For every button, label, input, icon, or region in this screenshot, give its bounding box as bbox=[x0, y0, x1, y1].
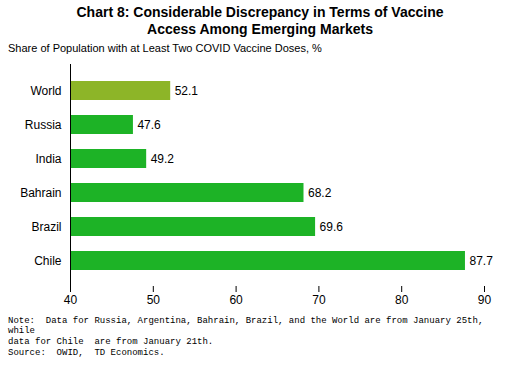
svg-text:90: 90 bbox=[478, 293, 492, 307]
html-text:Note: Data for Russia, Argenti: Note: Data for Russia, Argentina, Bahrai… bbox=[8, 315, 489, 358]
svg-text:52.1: 52.1 bbox=[175, 83, 199, 97]
svg-text:Russia: Russia bbox=[25, 117, 62, 131]
svg-text:87.7: 87.7 bbox=[469, 253, 493, 267]
svg-text:47.6: 47.6 bbox=[137, 117, 161, 131]
svg-text:70: 70 bbox=[312, 293, 326, 307]
svg-text:49.2: 49.2 bbox=[151, 151, 175, 165]
svg-text:80: 80 bbox=[395, 293, 409, 307]
svg-text:50: 50 bbox=[147, 293, 161, 307]
svg-text:World: World bbox=[30, 83, 61, 97]
svg-text:India: India bbox=[35, 151, 61, 165]
svg-text:69.6: 69.6 bbox=[320, 219, 344, 233]
html-text:Share of Population with at Le: Share of Population with at Least Two CO… bbox=[8, 41, 322, 54]
svg-text:40: 40 bbox=[64, 293, 78, 307]
svg-text:60: 60 bbox=[229, 293, 243, 307]
svg-text:68.2: 68.2 bbox=[308, 185, 332, 199]
svg-text:Bahrain: Bahrain bbox=[20, 185, 61, 199]
html-text:Chart 8: Considerable Discrepa: Chart 8: Considerable Discrepancy in Ter… bbox=[76, 4, 444, 37]
svg-text:Chile: Chile bbox=[34, 253, 62, 267]
svg-text:Brazil: Brazil bbox=[31, 219, 61, 233]
